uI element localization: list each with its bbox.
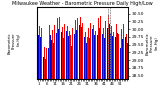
Bar xyxy=(88,28,89,79)
Bar xyxy=(39,26,40,79)
Bar xyxy=(112,36,113,79)
Bar xyxy=(89,39,90,79)
Bar xyxy=(94,35,95,79)
Bar xyxy=(124,28,125,79)
Bar xyxy=(125,37,126,79)
Bar xyxy=(126,34,127,79)
Bar xyxy=(68,36,69,79)
Bar xyxy=(91,32,92,79)
Bar xyxy=(54,25,55,79)
Bar xyxy=(99,28,100,79)
Bar xyxy=(57,18,58,79)
Bar xyxy=(108,15,109,79)
Y-axis label: Barometric
Pressure
(in.Hg): Barometric Pressure (in.Hg) xyxy=(145,32,159,55)
Bar xyxy=(67,26,68,79)
Bar xyxy=(113,32,114,79)
Bar xyxy=(62,27,63,79)
Bar xyxy=(76,30,77,79)
Bar xyxy=(58,29,59,79)
Bar xyxy=(108,7,110,79)
Bar xyxy=(52,30,53,79)
Bar xyxy=(116,24,117,79)
Bar xyxy=(79,25,80,79)
Bar xyxy=(85,32,86,79)
Bar xyxy=(41,28,42,79)
Bar xyxy=(50,35,51,79)
Bar xyxy=(49,25,50,79)
Bar xyxy=(120,48,121,79)
Bar xyxy=(93,25,94,79)
Bar xyxy=(118,34,119,79)
Bar xyxy=(59,17,60,79)
Bar xyxy=(80,17,81,79)
Bar xyxy=(110,33,111,79)
Bar xyxy=(70,35,71,79)
Bar xyxy=(43,57,44,79)
Text: Barometric
Pressure
(in.Hg): Barometric Pressure (in.Hg) xyxy=(7,32,20,54)
Bar xyxy=(104,38,105,79)
Bar xyxy=(115,37,116,79)
Bar xyxy=(51,28,52,79)
Bar xyxy=(61,32,62,79)
Bar xyxy=(56,33,57,79)
Bar xyxy=(127,43,128,79)
Bar xyxy=(90,23,91,79)
Bar xyxy=(84,37,85,79)
Bar xyxy=(86,43,87,79)
Bar xyxy=(107,28,108,79)
Bar xyxy=(46,48,47,79)
Bar xyxy=(66,31,67,79)
Bar xyxy=(100,16,101,79)
Bar xyxy=(97,35,98,79)
Bar xyxy=(71,46,72,79)
Bar xyxy=(122,39,123,79)
Bar xyxy=(45,59,46,79)
Bar xyxy=(72,28,73,79)
Bar xyxy=(69,42,70,79)
Bar xyxy=(102,34,103,79)
Bar xyxy=(87,37,88,79)
Bar xyxy=(117,33,118,79)
Bar xyxy=(111,26,112,79)
Title: Milwaukee Weather - Barometric Pressure Daily High/Low: Milwaukee Weather - Barometric Pressure … xyxy=(12,1,153,6)
Bar xyxy=(74,34,75,79)
Bar xyxy=(105,21,106,79)
Bar xyxy=(77,18,78,79)
Bar xyxy=(103,28,104,79)
Bar xyxy=(121,29,122,79)
Bar xyxy=(81,27,82,79)
Bar xyxy=(95,31,96,79)
Bar xyxy=(64,24,65,79)
Bar xyxy=(63,38,64,79)
Bar xyxy=(75,20,76,79)
Bar xyxy=(55,37,56,79)
Bar xyxy=(82,23,83,79)
Bar xyxy=(123,24,124,79)
Bar xyxy=(44,47,45,79)
Bar xyxy=(98,18,99,79)
Bar xyxy=(92,29,93,79)
Bar xyxy=(48,48,49,79)
Bar xyxy=(40,37,41,79)
Bar xyxy=(38,35,39,79)
Bar xyxy=(53,43,54,79)
